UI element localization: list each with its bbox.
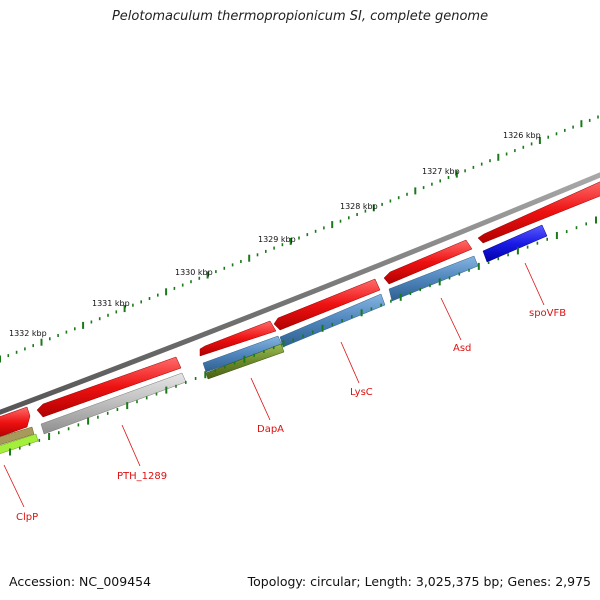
reverse-strand-features [0,224,548,454]
gene-leader-lines [3,262,545,508]
scale-label-1332: 1332 kbp [9,329,47,338]
feature-forward-2[interactable] [36,356,182,418]
feature-steelblue-lysc[interactable] [279,293,386,348]
leader-clpp [3,464,25,508]
scale-label-1329: 1329 kbp [258,235,296,244]
gene-label-pth1289[interactable]: PTH_1289 [117,471,167,482]
feature-forward-6[interactable] [477,180,600,244]
scale-labels: 1326 kbp 1327 kbp 1328 kbp 1329 kbp 1330… [9,131,541,338]
scale-tick-track [0,115,599,363]
scale-label-1326: 1326 kbp [503,131,541,140]
feature-forward-4[interactable] [273,278,381,331]
gene-labels: spoVFB Asd LysC DapA PTH_1289 ClpP [16,308,566,523]
leader-asd [440,297,462,341]
genome-backbone [0,172,600,415]
scale-label-1327: 1327 kbp [422,167,460,176]
accession-label: Accession: NC_009454 [9,574,152,589]
leader-spovfb [524,262,545,306]
forward-strand-features [0,180,600,438]
scale-label-1330: 1330 kbp [175,268,213,277]
gene-label-spovfb[interactable]: spoVFB [529,308,566,319]
feature-steelblue-dapa[interactable] [202,335,283,373]
scale-label-1331: 1331 kbp [92,299,130,308]
inner-tick-track [9,216,597,456]
gene-label-clpp[interactable]: ClpP [16,512,38,523]
feature-khaki[interactable] [0,426,35,446]
map-title: Pelotomaculum thermopropionicum SI, comp… [111,9,489,24]
scale-label-1328: 1328 kbp [340,202,378,211]
leader-dapa [250,377,271,421]
gene-label-dapa[interactable]: DapA [257,424,284,435]
gene-label-lysc[interactable]: LysC [350,387,373,398]
feature-forward-1[interactable] [0,406,31,438]
feature-blue-spovfb[interactable] [482,224,548,263]
gene-label-asd[interactable]: Asd [453,343,471,354]
leader-pth1289 [121,424,141,467]
feature-forward-5[interactable] [383,239,473,285]
feature-forward-3[interactable] [199,320,277,357]
leader-lysc [340,341,360,384]
genome-summary: Topology: circular; Length: 3,025,375 bp… [247,574,591,589]
